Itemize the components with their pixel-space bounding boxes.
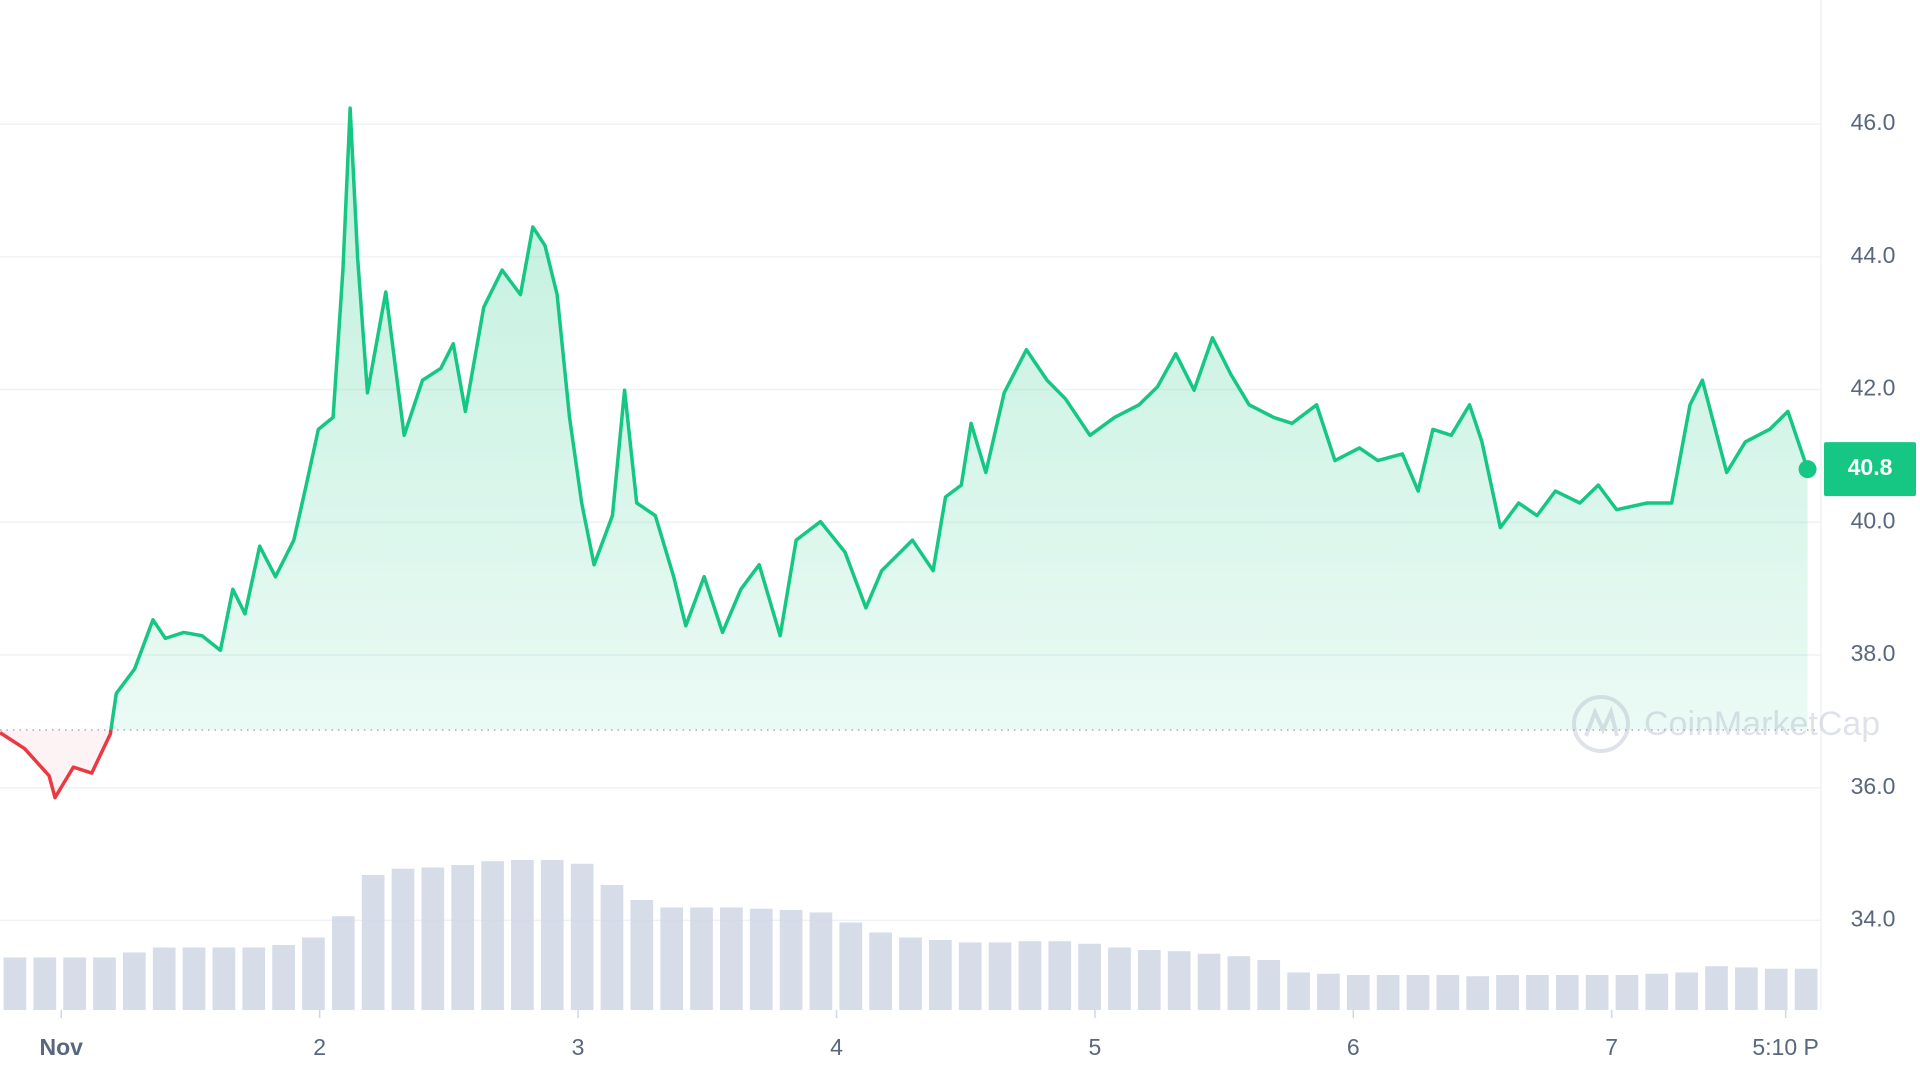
x-tick-label: Nov [40,1034,84,1060]
volume-bar [391,868,415,1010]
volume-bar [1257,960,1281,1010]
y-tick-label: 44.0 [1851,242,1896,268]
volume-bar [1018,941,1042,1010]
volume-bar [1406,975,1430,1010]
volume-bar [600,885,624,1010]
price-line [0,106,1821,800]
volume-bar [331,916,355,1010]
volume-bar [361,875,385,1010]
volume-bar [1287,972,1310,1010]
volume-bar [1675,972,1699,1010]
volume-bar [33,957,57,1010]
volume-bar [1585,975,1609,1010]
volume-bar [1705,966,1728,1010]
volume-bar [660,907,684,1010]
volume-bar [1108,947,1131,1010]
watermark-logo [1572,695,1630,753]
volume-bar [1436,975,1460,1010]
volume-bar [122,952,146,1010]
y-tick-label: 36.0 [1851,773,1896,799]
volume-bar [3,957,27,1010]
x-tick-label: 5:10 P [1752,1034,1819,1060]
current-price-label: 40.8 [1848,454,1893,480]
watermark-logo-mark [1584,705,1619,737]
volume-bar [869,932,892,1010]
volume-bar [1167,951,1191,1010]
current-price-box [1824,442,1916,497]
volume-bar [1376,975,1400,1010]
last-point [1798,460,1817,479]
volume-bar [630,900,654,1010]
volume-bar [272,945,295,1010]
volume-bar [451,865,475,1010]
volume-bar [839,922,863,1010]
volume-bar [212,947,236,1010]
y-tick-label: 42.0 [1851,375,1896,401]
volume-bar [1526,975,1549,1010]
volume [3,860,1818,1010]
volume-bar [63,957,86,1010]
volume-bar [302,937,325,1010]
y-tick-label: 34.0 [1851,905,1896,931]
x-tick-label: 4 [830,1034,843,1060]
axes: 34.0 36.0 38.0 40.0 42.0 44.0 46.0 Nov 2 3 4 5 6 7 5:1… [40,0,1916,1060]
volume-bar [988,942,1012,1010]
volume-bar [1048,941,1072,1010]
volume-bar [779,910,803,1010]
x-tick-label: 3 [572,1034,585,1060]
volume-bar [749,908,773,1010]
volume-bar [809,912,833,1010]
volume-bar [899,937,922,1010]
watermark-text: CoinMarketCap [1644,705,1880,743]
volume-bar [1615,975,1639,1010]
volume-bar [1227,956,1251,1010]
volume-bar [511,860,534,1010]
volume-bar [1346,975,1370,1010]
volume-bar [570,863,594,1010]
x-tick-label: 5 [1088,1034,1101,1060]
volume-bar [1137,950,1161,1010]
volume-bar [481,861,504,1010]
volume-bar [1078,943,1101,1010]
volume-bar [242,947,266,1010]
volume-bar [421,867,445,1010]
y-tick-label: 38.0 [1851,640,1896,666]
volume-bar [1197,953,1221,1010]
y-tick-label: 40.0 [1851,507,1896,533]
volume-bar [182,947,206,1010]
volume-bar [1735,967,1758,1010]
volume-bar [1764,968,1788,1010]
volume-bar [1794,968,1818,1010]
volume-bar [152,947,176,1010]
x-tick-label: 2 [313,1034,326,1060]
watermark: CoinMarketCap [1572,695,1880,753]
volume-bar [540,860,564,1010]
x-tick-label: 7 [1605,1034,1618,1060]
volume-bar [1317,973,1340,1010]
volume-bar [93,957,116,1010]
price-line [0,106,1810,800]
volume-bar [720,907,743,1010]
volume-bar [929,940,952,1010]
volume-bar [1466,976,1490,1010]
volume-bar [1555,975,1579,1010]
volume-bar [1496,975,1519,1010]
price-area [110,108,1808,730]
x-tick-label: 6 [1347,1034,1360,1060]
volume-bar [690,907,713,1010]
y-tick-label: 46.0 [1851,109,1896,135]
volume-bar [1645,973,1669,1010]
volume-bar [958,942,982,1010]
